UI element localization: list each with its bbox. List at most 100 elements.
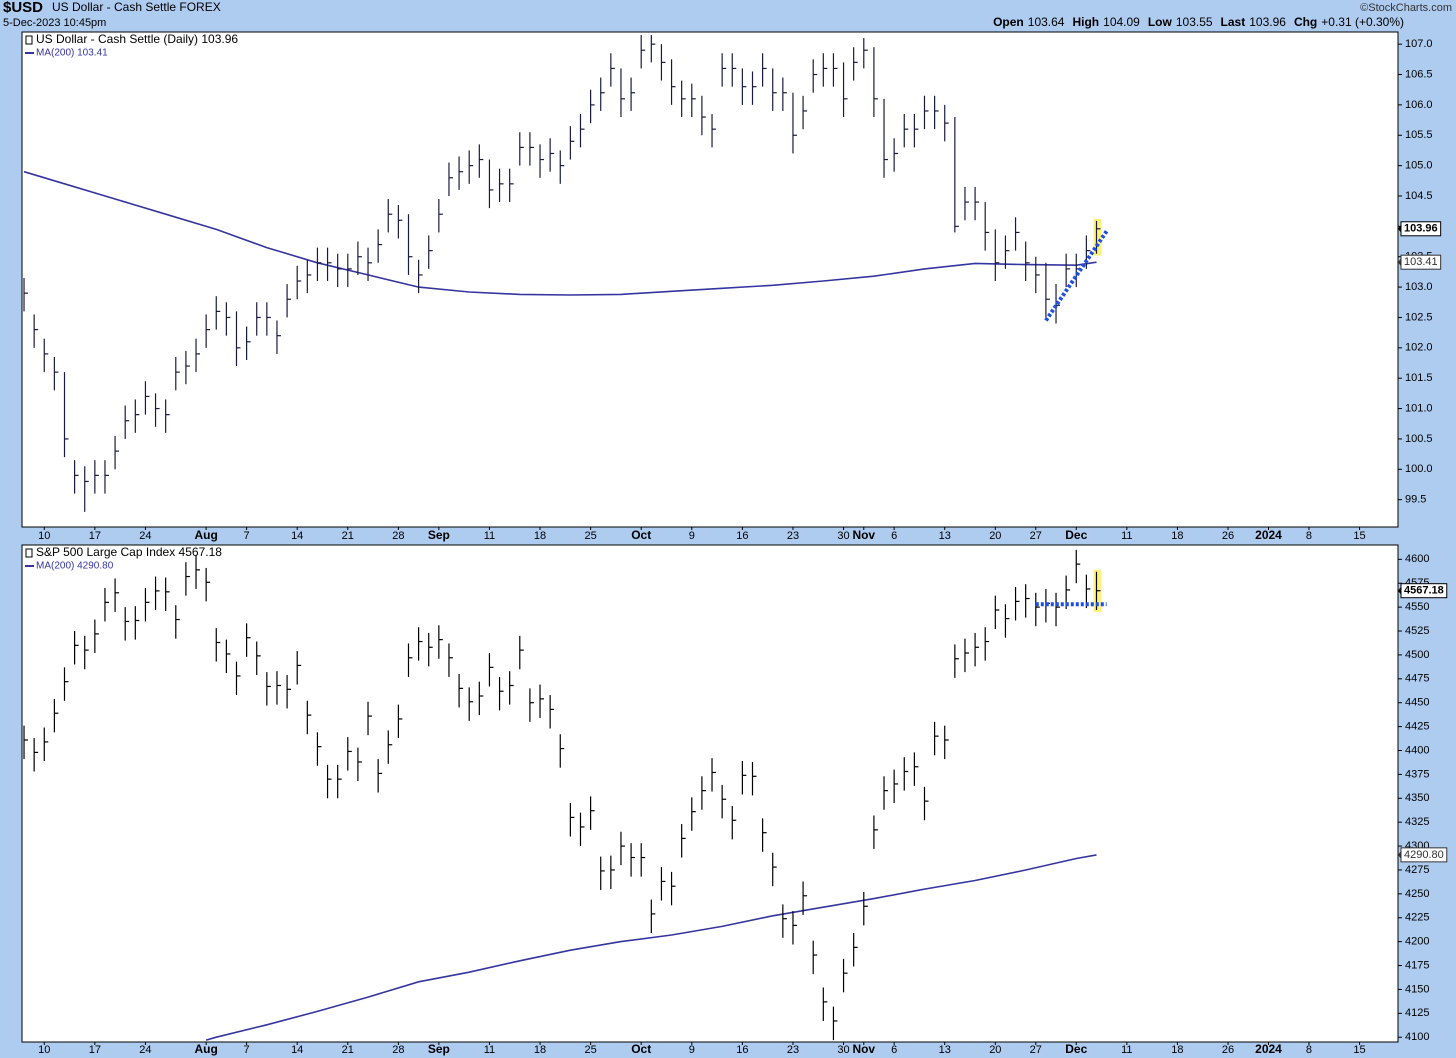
x-tick-label: 25	[584, 530, 596, 542]
x-tick-label: 10	[38, 1044, 50, 1056]
moving-average-line	[23, 170, 1097, 296]
y-tick-label: 4400	[1405, 744, 1429, 756]
legend-icon	[25, 548, 33, 558]
x-tick-label: 13	[939, 1044, 951, 1056]
legend-label: MA(200) 103.41	[36, 48, 108, 59]
x-tick-label: 11	[1121, 530, 1132, 542]
quote-label: Low	[1148, 15, 1173, 29]
y-tick-label: 104.5	[1405, 190, 1433, 202]
x-tick-label: 27	[1030, 1044, 1042, 1056]
x-tick-label: 13	[939, 530, 951, 542]
legend-label: MA(200) 4290.80	[36, 561, 114, 572]
y-tick-label: 101.0	[1405, 402, 1433, 414]
trendline	[1044, 230, 1109, 322]
x-tick-label: 7	[244, 530, 250, 542]
y-tick-label: 106.5	[1405, 68, 1433, 80]
quote-value: 103.96	[1249, 15, 1286, 29]
x-tick-label: 20	[989, 1044, 1001, 1056]
x-tick-label: Aug	[194, 528, 217, 542]
y-tick-label: 4150	[1405, 983, 1429, 995]
y-tick-label: 4375	[1405, 768, 1429, 780]
y-tick-label: 100.0	[1405, 463, 1433, 475]
legend-label: US Dollar - Cash Settle (Daily) 103.96	[36, 32, 238, 46]
quote-label: Open	[993, 15, 1024, 29]
y-tick-label: 4475	[1405, 673, 1429, 685]
x-tick-label: 15	[1353, 1044, 1365, 1056]
x-tick-label: 11	[484, 1044, 495, 1056]
quote-value: 103.55	[1176, 15, 1213, 29]
x-tick-label: 15	[1353, 530, 1365, 542]
symbol: $USD	[3, 0, 43, 16]
x-tick-label: 16	[736, 1044, 748, 1056]
x-tick-label: 18	[534, 1044, 546, 1056]
x-tick-label: 20	[989, 530, 1001, 542]
y-tick-label: 105.5	[1405, 129, 1433, 141]
y-tick-label: 107.0	[1405, 38, 1433, 50]
x-tick-label: 9	[689, 1044, 695, 1056]
y-tick-label: 4275	[1405, 864, 1429, 876]
y-tick-label: 4225	[1405, 912, 1429, 924]
y-tick-label: 4200	[1405, 936, 1429, 948]
x-tick-label: 25	[584, 1044, 596, 1056]
x-tick-label: 26	[1222, 530, 1234, 542]
x-tick-label: 6	[891, 530, 897, 542]
plot-area	[21, 31, 1399, 528]
quote: Open 103.64 High 104.09 Low 103.55 Last 103.96 C…	[993, 15, 1404, 29]
y-tick-label: 4325	[1405, 816, 1429, 828]
x-tick-label: 30	[837, 530, 849, 542]
y-tick-label: 102.0	[1405, 342, 1433, 354]
y-tick-label: 102.5	[1405, 311, 1433, 323]
y-tick-label: 4250	[1405, 888, 1429, 900]
y-tick-label: 4175	[1405, 959, 1429, 971]
x-tick-label: 18	[534, 530, 546, 542]
x-tick-label: Oct	[631, 528, 651, 542]
plot-area	[21, 544, 1399, 1043]
y-tick-label: 103.0	[1405, 281, 1433, 293]
last-value-label: 4290.80	[1404, 849, 1444, 861]
x-tick-label: 17	[89, 1044, 101, 1056]
last-value-pointer	[1398, 224, 1401, 233]
last-value-label: 103.41	[1404, 256, 1438, 268]
y-tick-label: 4450	[1405, 697, 1429, 709]
x-tick-label: Oct	[631, 1042, 651, 1056]
quote-value: 104.09	[1103, 15, 1140, 29]
x-tick-label: 9	[689, 530, 695, 542]
x-tick-label: 2024	[1255, 528, 1282, 542]
x-tick-label: 16	[736, 530, 748, 542]
x-tick-label: Sep	[428, 528, 450, 542]
x-tick-label: 23	[787, 530, 799, 542]
y-tick-label: 105.0	[1405, 160, 1433, 172]
x-tick-label: 11	[484, 530, 495, 542]
x-tick-label: Dec	[1065, 1042, 1087, 1056]
x-tick-label: Sep	[428, 1042, 450, 1056]
x-tick-label: 6	[891, 1044, 897, 1056]
x-tick-label: 24	[139, 530, 151, 542]
y-tick-label: 100.5	[1405, 433, 1433, 445]
y-tick-label: 4350	[1405, 792, 1429, 804]
x-tick-label: 21	[342, 1044, 354, 1056]
x-tick-label: Dec	[1065, 528, 1087, 542]
credit: ©StockCharts.com	[1360, 2, 1452, 14]
y-tick-label: 4125	[1405, 1007, 1429, 1019]
y-tick-label: 99.5	[1405, 494, 1426, 506]
last-value-label: 103.96	[1404, 223, 1438, 235]
quote-value: +0.31 (+0.30%)	[1321, 15, 1404, 29]
last-value-pointer	[1398, 586, 1401, 595]
y-tick-label: 4525	[1405, 625, 1429, 637]
y-tick-label: 4100	[1405, 1031, 1429, 1043]
x-tick-label: 27	[1030, 530, 1042, 542]
x-tick-label: 10	[38, 530, 50, 542]
y-tick-label: 4550	[1405, 601, 1429, 613]
x-tick-label: 26	[1222, 1044, 1234, 1056]
x-tick-label: 2024	[1255, 1042, 1282, 1056]
y-tick-label: 101.5	[1405, 372, 1433, 384]
x-tick-label: 8	[1306, 1044, 1312, 1056]
x-tick-label: Nov	[852, 1042, 875, 1056]
y-tick-label: 4600	[1405, 553, 1429, 565]
x-tick-label: 14	[291, 1044, 303, 1056]
quote-label: Last	[1221, 15, 1246, 29]
quote-value: 103.64	[1028, 15, 1065, 29]
x-tick-label: 8	[1306, 530, 1312, 542]
